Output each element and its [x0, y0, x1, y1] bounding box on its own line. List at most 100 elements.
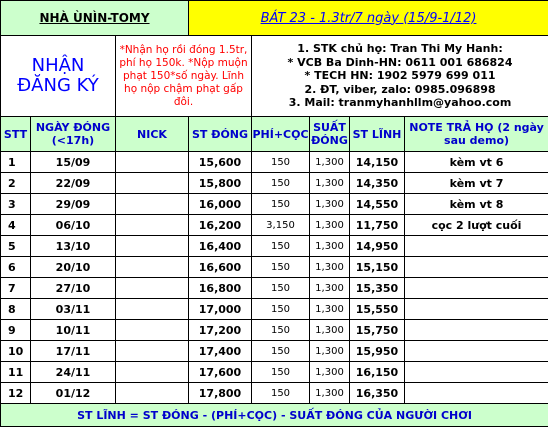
cell-nick[interactable] [115, 172, 189, 194]
cell-date: 10/11 [30, 319, 116, 341]
col-header-nick: NICK [115, 116, 189, 152]
cell-st-dong: 16,200 [188, 214, 252, 236]
cell-nick[interactable] [115, 319, 189, 341]
cell-note: kèm vt 8 [403, 193, 548, 215]
table-row: 9 10/11 17,200 150 1,300 15,750 [0, 319, 548, 341]
cell-date: 27/10 [30, 277, 116, 299]
cell-note: cọc 2 lượt cuối [403, 214, 548, 236]
cell-st-linh: 14,150 [349, 151, 405, 173]
formula-footer: ST LĨNH = ST ĐÓNG - (PHÍ+CỌC) - SUẤT ĐÓN… [0, 403, 548, 427]
cell-st-linh: 16,350 [349, 382, 405, 404]
contact-line-3: * TECH HN: 1902 5979 699 011 [304, 69, 496, 83]
cell-phi-coc: 150 [251, 151, 310, 173]
cell-note [403, 256, 548, 278]
group-owner-title: NHÀ ÙNÌN-TOMY [0, 0, 189, 36]
cell-nick[interactable] [115, 214, 189, 236]
cell-st-dong: 17,200 [188, 319, 252, 341]
cell-phi-coc: 150 [251, 172, 310, 194]
cell-nick[interactable] [115, 151, 189, 173]
cell-nick[interactable] [115, 235, 189, 257]
table-row: 1 15/09 15,600 150 1,300 14,150 kèm vt 6 [0, 151, 548, 173]
cell-nick[interactable] [115, 193, 189, 215]
cell-stt: 11 [0, 361, 31, 383]
cell-stt: 9 [0, 319, 31, 341]
cell-phi-coc: 150 [251, 382, 310, 404]
cell-date: 13/10 [30, 235, 116, 257]
cell-phi-coc: 150 [251, 235, 310, 257]
cell-date: 24/11 [30, 361, 116, 383]
rules-cell: *Nhận họ rồi đóng 1.5tr, phí họ 150k. *N… [115, 35, 252, 117]
cell-nick[interactable] [115, 340, 189, 362]
cell-st-dong: 16,600 [188, 256, 252, 278]
cell-suat-dong: 1,300 [309, 340, 350, 362]
cell-nick[interactable] [115, 298, 189, 320]
cell-st-dong: 16,000 [188, 193, 252, 215]
table-row: 3 29/09 16,000 150 1,300 14,550 kèm vt 8 [0, 193, 548, 215]
cell-phi-coc: 150 [251, 298, 310, 320]
cell-note [403, 235, 548, 257]
cell-note [403, 340, 548, 362]
cell-suat-dong: 1,300 [309, 235, 350, 257]
cell-note: kèm vt 6 [403, 151, 548, 173]
cell-stt: 1 [0, 151, 31, 173]
contact-line-4: 2. ĐT, viber, zalo: 0985.096898 [304, 82, 496, 96]
register-line-2: ĐĂNG KÝ [17, 75, 99, 96]
cell-suat-dong: 1,300 [309, 256, 350, 278]
cell-st-linh: 15,750 [349, 319, 405, 341]
cell-stt: 7 [0, 277, 31, 299]
cell-phi-coc: 150 [251, 193, 310, 215]
cell-phi-coc: 150 [251, 319, 310, 341]
register-line-1: NHẬN [31, 55, 85, 76]
table-row: 11 24/11 17,600 150 1,300 16,150 [0, 361, 548, 383]
cell-st-dong: 15,600 [188, 151, 252, 173]
cell-stt: 10 [0, 340, 31, 362]
cell-note [403, 298, 548, 320]
cell-stt: 6 [0, 256, 31, 278]
cell-phi-coc: 3,150 [251, 214, 310, 236]
column-header-row: STT NGÀY ĐÓNG (<17h) NICK ST ĐÓNG PHÍ+CỌ… [0, 116, 548, 152]
cell-phi-coc: 150 [251, 256, 310, 278]
cell-st-linh: 16,150 [349, 361, 405, 383]
cell-stt: 3 [0, 193, 31, 215]
cell-stt: 4 [0, 214, 31, 236]
schedule-table: NHÀ ÙNÌN-TOMY BÁT 23 - 1.3tr/7 ngày (15/… [0, 0, 548, 427]
cell-st-linh: 14,550 [349, 193, 405, 215]
cell-note [403, 319, 548, 341]
col-header-note: NOTE TRẢ HỌ (2 ngày sau demo) [403, 116, 548, 152]
cell-st-dong: 17,600 [188, 361, 252, 383]
cell-st-dong: 17,400 [188, 340, 252, 362]
cell-suat-dong: 1,300 [309, 277, 350, 299]
cell-st-dong: 15,800 [188, 172, 252, 194]
cell-st-linh: 14,350 [349, 172, 405, 194]
cell-note [403, 277, 548, 299]
contact-line-2: * VCB Ba Dinh-HN: 0611 001 686824 [287, 55, 513, 69]
cell-st-linh: 14,950 [349, 235, 405, 257]
cell-suat-dong: 1,300 [309, 298, 350, 320]
cell-nick[interactable] [115, 382, 189, 404]
cell-stt: 5 [0, 235, 31, 257]
cell-note [403, 361, 548, 383]
register-cell[interactable]: NHẬN ĐĂNG KÝ [0, 35, 116, 117]
cell-date: 01/12 [30, 382, 116, 404]
cell-nick[interactable] [115, 277, 189, 299]
cell-st-dong: 16,400 [188, 235, 252, 257]
cell-st-dong: 16,800 [188, 277, 252, 299]
col-header-phi-coc: PHÍ+CỌC [251, 116, 310, 152]
cell-date: 20/10 [30, 256, 116, 278]
cell-note: kèm vt 7 [403, 172, 548, 194]
cell-suat-dong: 1,300 [309, 151, 350, 173]
cell-suat-dong: 1,300 [309, 214, 350, 236]
cell-stt: 8 [0, 298, 31, 320]
cell-date: 22/09 [30, 172, 116, 194]
cell-nick[interactable] [115, 256, 189, 278]
table-row: 10 17/11 17,400 150 1,300 15,950 [0, 340, 548, 362]
contact-line-1: 1. STK chủ họ: Tran Thi My Hanh: [297, 42, 503, 56]
cell-st-linh: 11,750 [349, 214, 405, 236]
table-row: 8 03/11 17,000 150 1,300 15,550 [0, 298, 548, 320]
cell-nick[interactable] [115, 361, 189, 383]
col-header-st-linh: ST LĨNH [349, 116, 405, 152]
cell-st-linh: 15,550 [349, 298, 405, 320]
col-header-date: NGÀY ĐÓNG (<17h) [30, 116, 116, 152]
table-row: 6 20/10 16,600 150 1,300 15,150 [0, 256, 548, 278]
